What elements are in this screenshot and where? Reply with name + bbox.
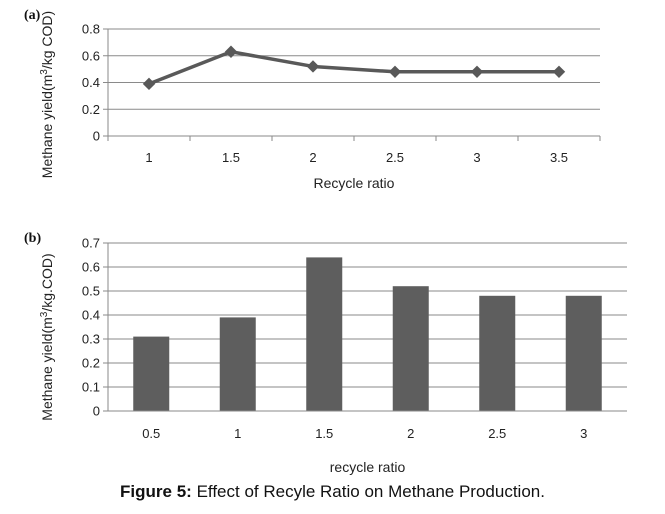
chart-a-y-tick-label: 0.8 (82, 22, 100, 37)
chart-b-x-tick-label: 0.5 (142, 426, 160, 441)
chart-a-y-tick-label: 0.4 (82, 75, 100, 90)
chart-b-bar (479, 295, 516, 411)
chart-a-y-tick-label: 0 (93, 129, 100, 144)
chart-a-point-marker (306, 60, 320, 73)
chart-a-x-tick-label: 3.5 (550, 150, 568, 165)
chart-a-x-tick-label: 3 (473, 150, 480, 165)
chart-a-point-marker (388, 65, 402, 79)
chart-b-y-tick-label: 0.6 (82, 260, 100, 275)
chart-b-x-tick-label: 3 (580, 426, 587, 441)
chart-a-y-axis-title: Methane yield(m3/kg COD) (39, 11, 55, 178)
chart-a-point-marker (552, 65, 566, 79)
chart-a-point-marker (142, 77, 156, 91)
chart-a-x-tick-label: 2.5 (386, 150, 404, 165)
panel-label-b: (b) (24, 231, 41, 246)
chart-b-x-axis-title: recycle ratio (330, 459, 406, 475)
chart-b-y-tick-label: 0 (93, 404, 100, 419)
chart-a-line: (a) 0 0.2 0.4 0.6 0.8 1 1.5 2 2.5 3 3.5 Recycle rati… (24, 8, 601, 191)
chart-b-bar (565, 295, 602, 411)
chart-b-y-tick-label: 0.1 (82, 380, 100, 395)
caption-label: Figure 5: (120, 482, 192, 501)
chart-b-x-tick-label: 2 (407, 426, 414, 441)
chart-a-point-marker (470, 65, 484, 79)
figure-caption: Figure 5: Effect of Recyle Ratio on Meth… (0, 482, 665, 502)
chart-a-x-tick-label: 2 (309, 150, 316, 165)
chart-a-x-tick-label: 1.5 (222, 150, 240, 165)
chart-b-bar (306, 257, 343, 411)
chart-a-x-tick-label: 1 (145, 150, 152, 165)
chart-b-x-tick-label: 1 (234, 426, 241, 441)
chart-b-bar (392, 286, 429, 411)
chart-a-x-axis-title: Recycle ratio (314, 175, 395, 191)
chart-b-bar (219, 317, 256, 411)
chart-b-y-tick-label: 0.2 (82, 356, 100, 371)
panel-label-a: (a) (24, 8, 41, 23)
chart-b-y-tick-label: 0.5 (82, 284, 100, 299)
chart-b-bar: (b) 0 0.1 0.2 0.3 0.4 0.5 0.6 0.7 0.5 1 1.5 2 2.5 3 rec… (24, 231, 627, 475)
chart-a-point-marker (224, 45, 238, 58)
chart-a-y-tick-label: 0.2 (82, 102, 100, 117)
chart-b-y-tick-label: 0.3 (82, 332, 100, 347)
chart-b-x-tick-label: 2.5 (488, 426, 506, 441)
chart-b-y-tick-label: 0.7 (82, 236, 100, 251)
chart-a-y-tick-label: 0.6 (82, 48, 100, 63)
caption-text: Effect of Recyle Ratio on Methane Produc… (191, 482, 545, 501)
chart-b-y-axis-title: Methane yield(m3/kg.COD) (39, 253, 55, 420)
chart-a-series-line (148, 49, 559, 86)
chart-b-bar (133, 336, 170, 411)
chart-b-y-tick-label: 0.4 (82, 308, 100, 323)
chart-b-x-tick-label: 1.5 (315, 426, 333, 441)
